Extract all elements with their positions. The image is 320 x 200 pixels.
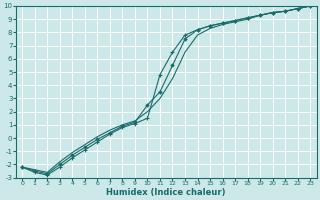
X-axis label: Humidex (Indice chaleur): Humidex (Indice chaleur) bbox=[107, 188, 226, 197]
